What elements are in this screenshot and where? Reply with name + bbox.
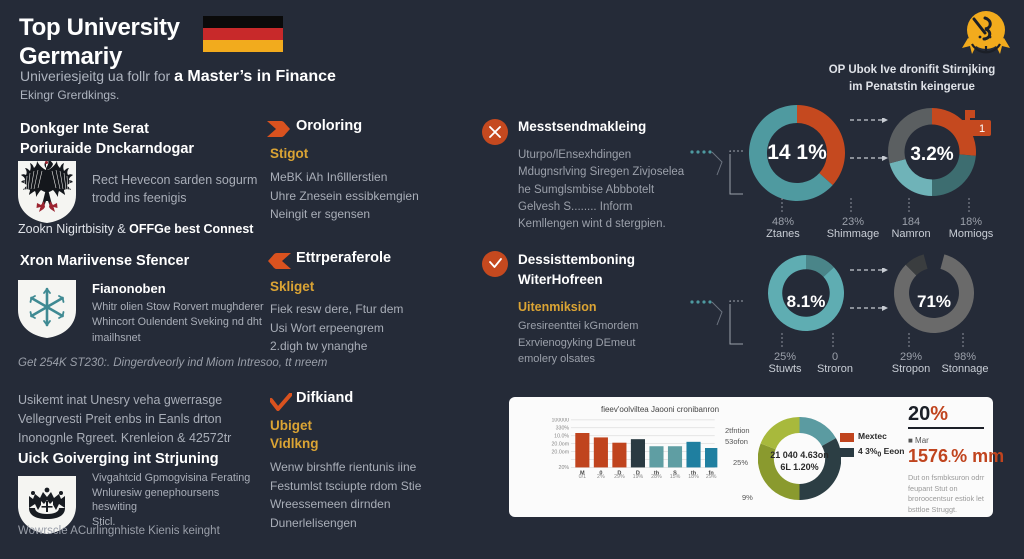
svg-text:20%: 20% [559, 465, 570, 471]
svg-text:15%: 15% [670, 474, 681, 478]
svg-text:29%: 29% [614, 474, 625, 478]
svg-text:18%: 18% [688, 474, 699, 478]
svg-text:29%: 29% [706, 474, 717, 478]
svg-text:20.0om: 20.0om [551, 441, 569, 447]
svg-text:28%: 28% [651, 474, 662, 478]
svg-text:1: 1 [979, 123, 985, 135]
svg-text:2%: 2% [597, 474, 605, 478]
svg-text:10.0%: 10.0% [554, 433, 569, 439]
svg-text:0/1: 0/1 [579, 474, 586, 478]
svg-text:330%: 330% [556, 425, 570, 431]
svg-text:100000: 100000 [551, 418, 569, 424]
svg-text:20.0om: 20.0om [551, 449, 569, 455]
svg-text:19%: 19% [633, 474, 644, 478]
